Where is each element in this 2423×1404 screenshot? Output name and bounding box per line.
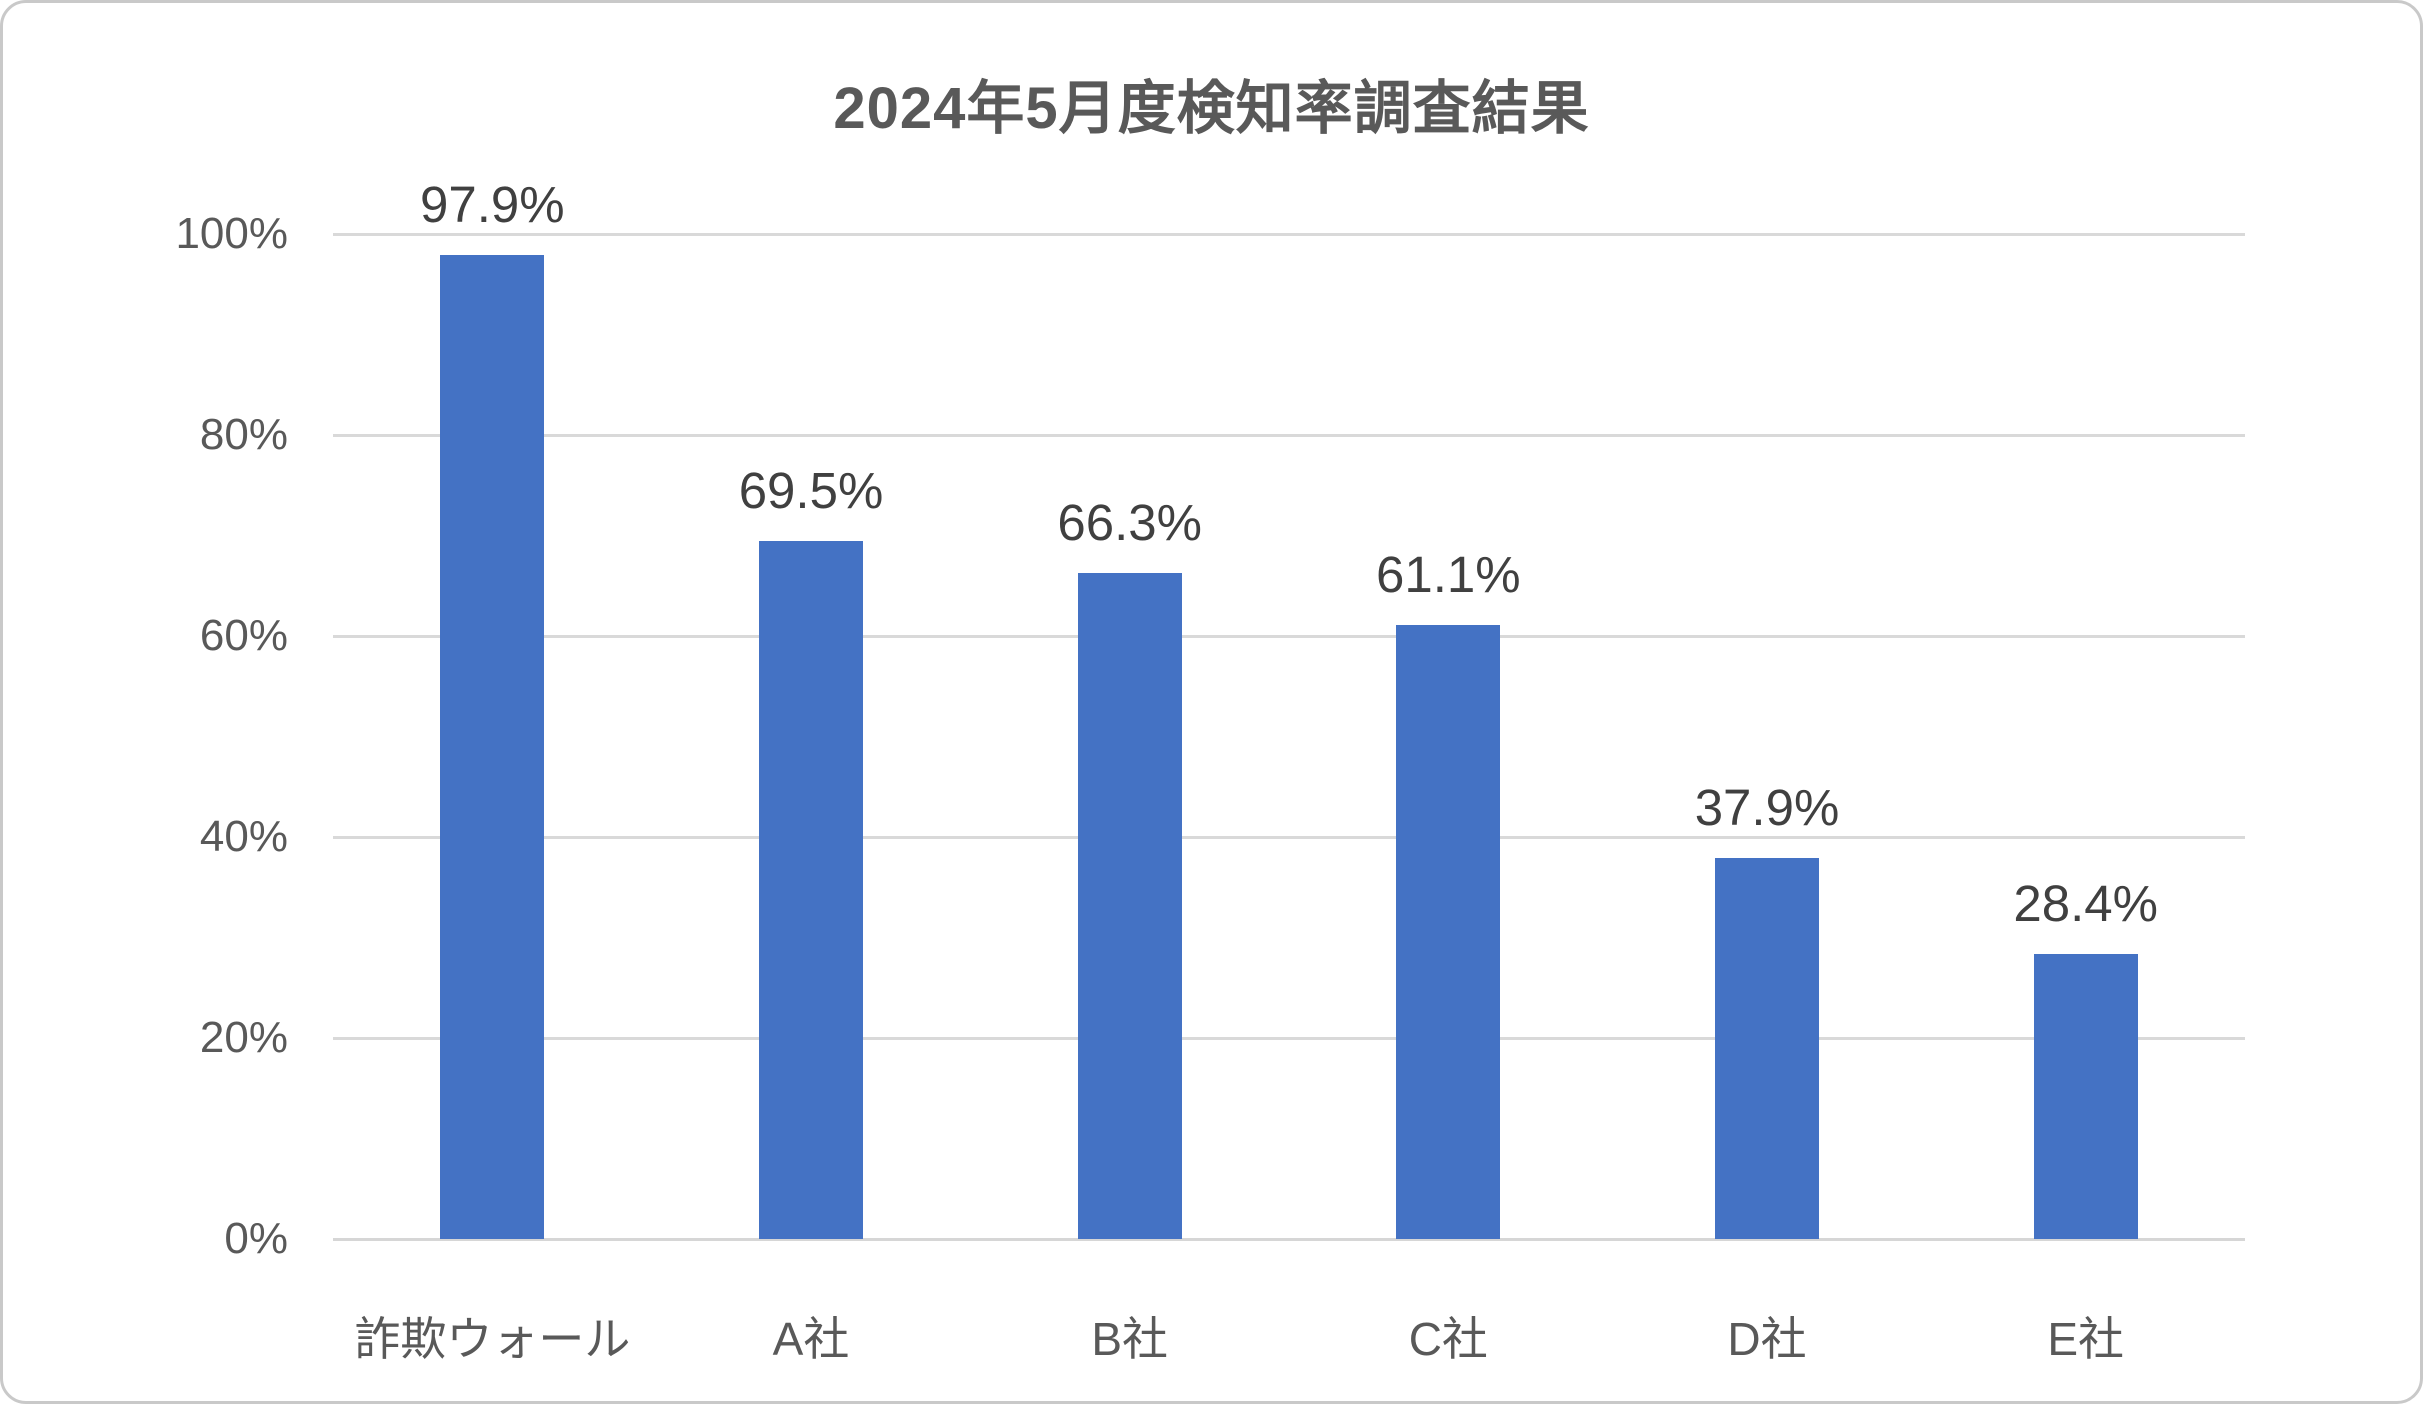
bar xyxy=(1715,858,1819,1239)
x-axis-category-label: D社 xyxy=(1727,1313,1807,1365)
y-axis-tick-label: 60% xyxy=(199,611,288,660)
bar xyxy=(440,255,545,1239)
y-axis-tick-label: 80% xyxy=(199,410,288,459)
gridline xyxy=(333,1036,2245,1040)
y-axis-tick-label: 40% xyxy=(199,812,288,861)
y-axis-tick-label: 20% xyxy=(199,1013,288,1062)
plot-area: 0% 20% 40% 60% 80% 100% 97.9% 詐欺ウォール 69.5% A社 66.3… xyxy=(3,3,2420,1401)
bar-value-label: 69.5% xyxy=(738,461,884,519)
gridline xyxy=(333,835,2245,839)
x-axis-category-label: A社 xyxy=(772,1313,850,1365)
bar-value-label: 61.1% xyxy=(1376,545,1521,603)
x-axis-category-label: 詐欺ウォール xyxy=(354,1313,631,1365)
gridline xyxy=(333,232,2245,236)
y-axis-tick-label: 100% xyxy=(175,209,288,258)
gridline xyxy=(333,433,2245,437)
bar xyxy=(1396,624,1501,1239)
x-axis-line xyxy=(333,1237,2245,1241)
x-axis-category-label: C社 xyxy=(1408,1313,1488,1365)
gridline xyxy=(333,634,2245,638)
bar-value-label: 28.4% xyxy=(2013,874,2158,932)
bar xyxy=(2033,953,2138,1239)
bar-value-label: 97.9% xyxy=(420,176,565,234)
chart-title: 2024年5月度検知率調査結果 xyxy=(833,76,1590,141)
bar xyxy=(1077,572,1182,1239)
bar-value-label: 37.9% xyxy=(1694,779,1840,837)
x-axis-category-label: E社 xyxy=(2047,1313,2124,1365)
x-axis-category-label: B社 xyxy=(1091,1313,1168,1365)
bar xyxy=(759,540,863,1239)
y-axis-tick-label: 0% xyxy=(224,1214,288,1263)
bar-value-label: 66.3% xyxy=(1057,493,1202,551)
